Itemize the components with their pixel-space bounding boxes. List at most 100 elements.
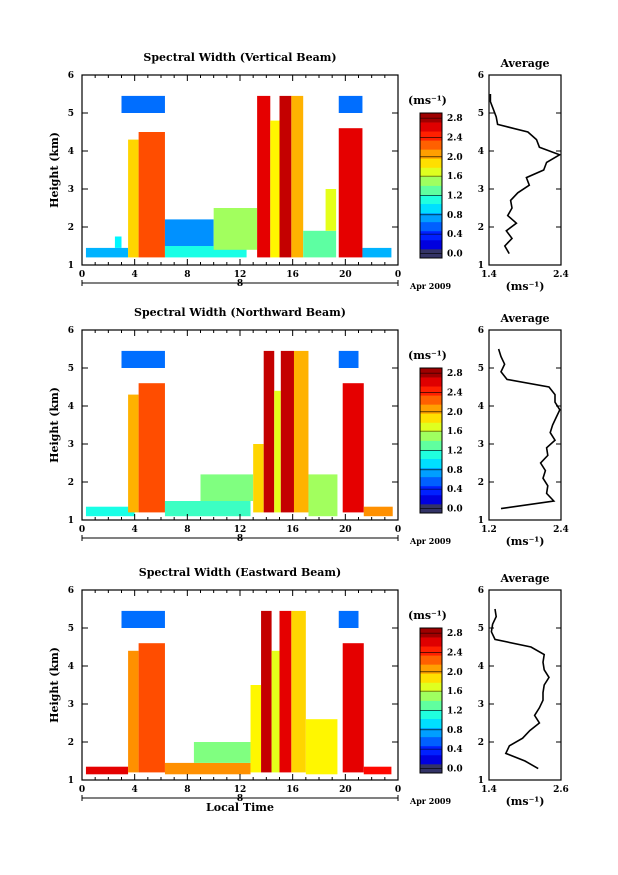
- date-day: 8: [237, 794, 243, 804]
- x-tick-label: 0: [395, 525, 401, 535]
- average-frame: [488, 589, 562, 781]
- heatmap-cell: [362, 247, 392, 258]
- x-tick-label: 0: [79, 525, 85, 535]
- average-x-label: (ms⁻¹): [506, 280, 545, 293]
- y-tick-label: 3: [68, 700, 74, 710]
- x-tick-label: 20: [339, 270, 352, 280]
- colorbar-segment: [420, 221, 442, 232]
- panel-title: Spectral Width (Northward Beam): [134, 306, 346, 319]
- heatmap-cell: [342, 383, 364, 513]
- heatmap-cell: [303, 230, 337, 258]
- colorbar-segment: [420, 745, 442, 756]
- x-tick-label: 0: [79, 270, 85, 280]
- panel-3: Spectral Width (Eastward Beam)0 4 8 12 16 20 0…: [48, 566, 569, 814]
- colorbar-unit: (ms⁻¹): [408, 94, 447, 107]
- x-tick-label: 8: [184, 270, 190, 280]
- heatmap-cell: [250, 685, 262, 773]
- heatmap-cell: [164, 246, 247, 258]
- colorbar-frame: [419, 367, 443, 514]
- colorbar-tick-label: 0.0: [447, 504, 463, 514]
- colorbar-segment: [420, 185, 442, 195]
- average-frame: [488, 329, 562, 521]
- heatmap-cell: [114, 236, 122, 248]
- x-tick-label: 4: [132, 525, 138, 535]
- x-tick-label: 12: [234, 525, 247, 535]
- heatmap-cell: [291, 95, 304, 258]
- average-x-tick-label: 2.4: [553, 525, 569, 535]
- colorbar-segment: [420, 628, 442, 638]
- y-tick-label: 3: [68, 440, 74, 450]
- average-y-tick-label: 5: [478, 364, 484, 374]
- colorbar-segment: [420, 682, 442, 692]
- colorbar-segment: [420, 637, 442, 647]
- average-profile-line: [489, 94, 562, 255]
- colorbar-segment: [420, 194, 442, 205]
- colorbar-tick-label: 0.0: [447, 764, 463, 774]
- y-tick-label: 6: [68, 326, 74, 336]
- heatmap-cell: [85, 766, 129, 775]
- average-x-tick-label: 2.4: [553, 270, 569, 280]
- heatmap-cell: [138, 383, 165, 513]
- colorbar-tick-label: 0.8: [447, 211, 463, 221]
- colorbar-segment: [420, 700, 442, 710]
- heatmap-cell: [121, 95, 165, 113]
- colorbar-segment: [420, 664, 442, 674]
- colorbar-segment: [420, 368, 442, 378]
- x-tick-label: 12: [234, 785, 247, 795]
- y-tick-label: 5: [68, 109, 74, 119]
- colorbar-segment: [420, 485, 442, 496]
- heatmap-cell: [200, 474, 254, 501]
- average-profile-line: [490, 608, 550, 770]
- panel-title: Spectral Width (Eastward Beam): [139, 566, 341, 579]
- colorbar-segment: [420, 458, 442, 469]
- colorbar-segment: [420, 718, 442, 729]
- heatmap-cell: [305, 719, 338, 775]
- y-axis-label: Height (km): [48, 387, 61, 463]
- colorbar-tick-label: 2.4: [447, 133, 463, 143]
- x-tick-label: 16: [286, 525, 299, 535]
- colorbar-frame: [419, 112, 443, 259]
- colorbar-segment: [420, 158, 442, 168]
- average-y-tick-label: 1: [478, 516, 484, 526]
- heatmap-cell: [363, 506, 393, 517]
- x-tick-label: 20: [339, 785, 352, 795]
- heatmap-cell: [274, 390, 281, 513]
- heatmap-cell: [138, 643, 165, 773]
- y-tick-label: 1: [68, 261, 74, 271]
- heatmap-cell: [263, 350, 275, 513]
- heatmap-cell: [121, 610, 165, 628]
- heatmap-cell: [128, 139, 139, 258]
- colorbar-segment: [420, 113, 442, 123]
- y-tick-label: 5: [68, 364, 74, 374]
- heatmap-cell: [325, 189, 337, 231]
- average-y-tick-label: 3: [478, 440, 484, 450]
- heatmap-cell: [257, 95, 271, 258]
- y-tick-label: 4: [68, 662, 74, 672]
- x-tick-label: 12: [234, 270, 247, 280]
- heatmap-cell: [271, 650, 280, 773]
- colorbar-segment: [420, 176, 442, 186]
- average-y-tick-label: 6: [478, 586, 484, 596]
- y-tick-label: 2: [68, 223, 74, 233]
- average-x-tick-label: 1.4: [481, 270, 497, 280]
- average-y-tick-label: 1: [478, 261, 484, 271]
- average-title: Average: [499, 57, 549, 70]
- colorbar-tick-label: 1.6: [447, 687, 463, 697]
- average-y-tick-label: 5: [478, 109, 484, 119]
- heatmap-cell: [253, 444, 264, 513]
- colorbar-segment: [420, 386, 442, 396]
- average-x-label: (ms⁻¹): [506, 535, 545, 548]
- colorbar-segment: [420, 691, 442, 701]
- colorbar-unit: (ms⁻¹): [408, 609, 447, 622]
- colorbar-segment: [420, 167, 442, 177]
- y-tick-label: 3: [68, 185, 74, 195]
- y-tick-label: 4: [68, 402, 74, 412]
- x-tick-label: 0: [395, 785, 401, 795]
- colorbar-tick-label: 2.4: [447, 648, 463, 658]
- heatmap-cell: [138, 132, 165, 258]
- heatmap-cell: [164, 219, 214, 246]
- colorbar-tick-label: 0.4: [447, 230, 463, 240]
- average-title: Average: [499, 312, 549, 325]
- colorbar-tick-label: 0.4: [447, 745, 463, 755]
